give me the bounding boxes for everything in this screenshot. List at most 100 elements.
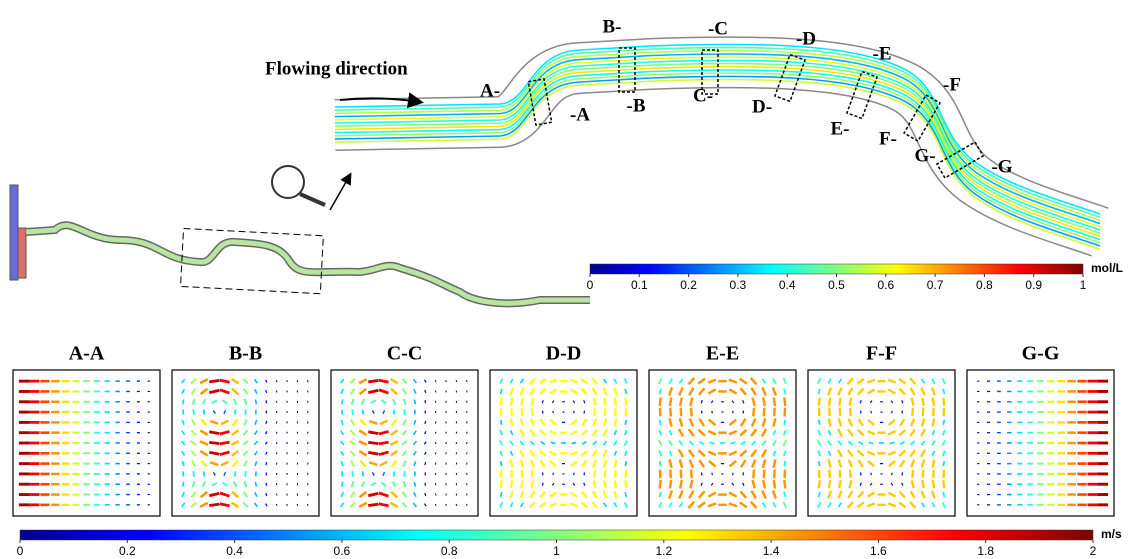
velocity-arrow	[528, 501, 536, 509]
velocity-arrow	[848, 397, 853, 406]
velocity-arrow	[191, 398, 196, 406]
colorbar-gradient	[19, 529, 1094, 541]
velocity-arrow	[349, 501, 356, 508]
velocity-arrow	[838, 469, 842, 479]
colorbar-tick-label: 0.2	[680, 278, 697, 292]
velocity-arrow	[390, 387, 398, 396]
velocity-arrow	[827, 397, 832, 406]
colorbar-tick-label: 2	[1090, 544, 1097, 558]
velocity-arrow	[455, 441, 458, 445]
velocity-arrow	[434, 380, 437, 383]
colorbar-tick-label: 0.9	[1025, 278, 1042, 292]
streamline	[334, 72, 1101, 244]
velocity-arrow	[910, 480, 915, 489]
velocity-arrow	[212, 410, 216, 414]
velocity-arrow	[368, 430, 379, 435]
velocity-arrow	[231, 418, 239, 427]
velocity-arrow	[219, 491, 230, 498]
velocity-arrow	[286, 503, 288, 506]
velocity-arrow	[499, 461, 503, 467]
streamline	[334, 65, 1101, 238]
velocity-arrow	[668, 450, 673, 457]
velocity-arrow	[728, 450, 738, 457]
velocity-arrow	[887, 502, 897, 508]
velocity-arrow	[181, 460, 185, 467]
section-label: E-	[831, 118, 850, 139]
velocity-arrow	[658, 377, 663, 385]
velocity-arrow	[350, 398, 355, 406]
velocity-arrow	[401, 429, 408, 436]
velocity-arrow	[856, 501, 865, 509]
velocity-arrow	[711, 410, 713, 414]
velocity-arrow	[581, 459, 588, 468]
velocity-arrow	[868, 441, 874, 445]
velocity-arrow	[413, 461, 417, 467]
zoomed-channel	[334, 36, 1109, 257]
velocity-arrow	[254, 461, 258, 467]
velocity-arrow	[306, 441, 309, 445]
velocity-arrow	[265, 492, 268, 497]
velocity-arrow	[530, 470, 534, 478]
flow-label: Flowing direction	[265, 58, 408, 79]
velocity-arrow	[340, 388, 345, 395]
velocity-arrow	[368, 419, 378, 425]
velocity-arrow	[244, 471, 247, 477]
velocity-arrow	[466, 380, 468, 383]
velocity-arrow	[390, 418, 398, 427]
velocity-arrow	[687, 449, 695, 458]
velocity-arrow	[231, 387, 239, 396]
velocity-arrow	[529, 387, 536, 396]
velocity-arrow	[837, 459, 843, 468]
velocity-arrow	[358, 429, 368, 437]
velocity-arrow	[921, 407, 925, 417]
velocity-arrow	[707, 429, 717, 436]
velocity-arrow	[837, 378, 843, 384]
streamline	[334, 43, 1101, 215]
velocity-arrow	[859, 400, 862, 404]
velocity-arrow	[549, 450, 558, 456]
velocity-arrow	[519, 428, 525, 437]
velocity-arrow	[783, 388, 787, 395]
velocity-arrow	[413, 492, 417, 498]
velocity-arrow	[749, 377, 758, 386]
velocity-arrow	[424, 461, 427, 466]
velocity-arrow	[530, 480, 535, 489]
velocity-arrow	[846, 377, 854, 385]
section-label: B-	[603, 16, 622, 37]
velocity-arrow	[209, 461, 219, 467]
velocity-arrow	[412, 440, 418, 446]
velocity-arrow	[307, 452, 309, 455]
velocity-arrow	[870, 472, 872, 476]
velocity-arrow	[624, 450, 628, 457]
inlet-red	[17, 227, 27, 279]
velocity-arrow	[202, 409, 206, 415]
velocity-arrow	[901, 400, 904, 404]
section-plane	[935, 141, 985, 179]
velocity-arrow	[909, 449, 917, 458]
velocity-arrow	[732, 410, 734, 414]
velocity-arrow	[265, 389, 268, 394]
velocity-arrow	[750, 459, 757, 469]
velocity-arrow	[382, 471, 386, 477]
velocity-arrow	[549, 502, 558, 508]
velocity-arrow	[529, 490, 536, 499]
velocity-arrow	[231, 490, 239, 499]
velocity-arrow	[423, 379, 427, 383]
velocity-arrow	[390, 429, 399, 437]
velocity-arrow	[349, 450, 356, 457]
velocity-arrow	[499, 480, 503, 489]
velocity-arrow	[455, 380, 458, 383]
velocity-arrow	[761, 378, 767, 384]
velocity-arrow	[750, 440, 757, 446]
panel-title: C-C	[387, 343, 423, 365]
velocity-arrow	[199, 490, 209, 499]
velocity-arrow	[710, 400, 714, 404]
section-plane	[903, 93, 941, 143]
velocity-arrow	[275, 452, 278, 455]
velocity-arrow	[220, 460, 229, 467]
velocity-arrow	[254, 492, 258, 498]
velocity-arrow	[573, 472, 575, 476]
velocity-arrow	[678, 417, 684, 427]
velocity-arrow	[623, 501, 628, 508]
velocity-arrow	[402, 460, 407, 467]
